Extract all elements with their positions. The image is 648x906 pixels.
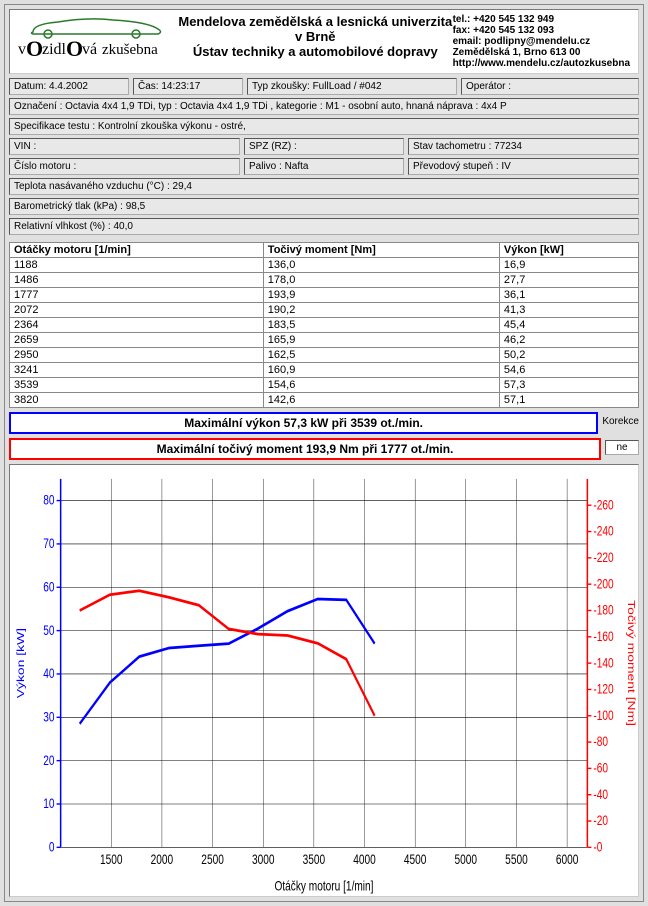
svg-text:20: 20	[43, 752, 54, 768]
svg-text:-220: -220	[593, 549, 613, 565]
svg-text:50: 50	[43, 622, 54, 638]
contact-tel: tel.: +420 545 132 949	[453, 14, 630, 25]
table-row: 3820142,657,1	[10, 393, 639, 408]
svg-text:10: 10	[43, 796, 54, 812]
svg-text:Točivý moment [Nm]: Točivý moment [Nm]	[625, 600, 637, 726]
svg-text:-40: -40	[593, 786, 608, 802]
svg-text:4500: 4500	[404, 851, 427, 867]
field-spec: Specifikace testu : Kontrolní zkouška vý…	[9, 118, 639, 135]
field-vin: VIN :	[9, 138, 240, 155]
svg-text:60: 60	[43, 579, 54, 595]
svg-text:-240: -240	[593, 523, 613, 539]
table-row: 1188136,016,9	[10, 258, 639, 273]
field-teplota: Teplota nasávaného vzduchu (°C) : 29,4	[9, 178, 639, 195]
header: v O zidl O vá zkušebna Mendelova zeměděl…	[9, 9, 639, 74]
svg-text:4000: 4000	[353, 851, 376, 867]
svg-text:-60: -60	[593, 760, 608, 776]
svg-text:Otáčky motoru [1/min]: Otáčky motoru [1/min]	[274, 878, 373, 894]
svg-text:2500: 2500	[201, 851, 224, 867]
svg-text:80: 80	[43, 492, 54, 508]
field-spz: SPZ (RZ) :	[244, 138, 404, 155]
svg-text:5500: 5500	[505, 851, 528, 867]
svg-text:2000: 2000	[151, 851, 174, 867]
svg-text:-140: -140	[593, 655, 613, 671]
svg-text:O: O	[26, 36, 43, 61]
table-row: 2950162,550,2	[10, 348, 639, 363]
svg-text:vá: vá	[82, 41, 97, 58]
contact-web: http://www.mendelu.cz/autozkusebna	[453, 58, 630, 69]
svg-text:-20: -20	[593, 813, 608, 829]
logo: v O zidl O vá zkušebna	[18, 14, 178, 69]
table-row: 2364183,545,4	[10, 318, 639, 333]
field-oznaceni: Označení : Octavia 4x4 1,9 TDi, typ : Oc…	[9, 98, 639, 115]
svg-text:40: 40	[43, 666, 54, 682]
korekce-label: Korekce	[602, 416, 639, 427]
svg-text:0: 0	[49, 839, 55, 855]
field-vlhkost: Relativní vlhkost (%) : 40,0	[9, 218, 639, 235]
svg-text:-260: -260	[593, 497, 613, 513]
table-row: 3241160,954,6	[10, 363, 639, 378]
contact-email: email: podlipny@mendelu.cz	[453, 36, 630, 47]
field-cas: Čas: 14:23:17	[133, 78, 243, 95]
korekce-value: ne	[605, 440, 639, 455]
svg-text:5000: 5000	[455, 851, 478, 867]
field-stav: Stav tachometru : 77234	[408, 138, 639, 155]
table-row: 3539154,657,3	[10, 378, 639, 393]
field-prevod: Převodový stupeň : IV	[408, 158, 639, 175]
svg-text:30: 30	[43, 709, 54, 725]
svg-text:v: v	[18, 41, 26, 58]
svg-text:6000: 6000	[556, 851, 579, 867]
table-row: 2659165,946,2	[10, 333, 639, 348]
svg-text:70: 70	[43, 536, 54, 552]
table-row: 2072190,241,3	[10, 303, 639, 318]
table-row: 1486178,027,7	[10, 273, 639, 288]
header-title: Mendelova zemědělská a lesnická univerzi…	[178, 14, 453, 59]
table-row: 1777193,936,1	[10, 288, 639, 303]
contact-fax: fax: +420 545 132 093	[453, 25, 630, 36]
data-table: Otáčky motoru [1/min] Točivý moment [Nm]…	[9, 242, 639, 408]
svg-text:-120: -120	[593, 681, 613, 697]
svg-text:3500: 3500	[303, 851, 326, 867]
max-torque-banner: Maximální točivý moment 193,9 Nm při 177…	[9, 438, 601, 460]
svg-text:-160: -160	[593, 628, 613, 644]
report-inner: v O zidl O vá zkušebna Mendelova zeměděl…	[4, 4, 644, 902]
svg-text:-200: -200	[593, 576, 613, 592]
report-container: v O zidl O vá zkušebna Mendelova zeměděl…	[0, 0, 648, 906]
svg-text:-0: -0	[593, 839, 602, 855]
field-typzk: Typ zkoušky: FullLoad / #042	[247, 78, 457, 95]
max-power-banner: Maximální výkon 57,3 kW při 3539 ot./min…	[9, 412, 598, 434]
svg-text:-100: -100	[593, 707, 613, 723]
col-rpm: Otáčky motoru [1/min]	[10, 243, 264, 258]
dyno-chart: 1500 2000 2500 3000 3500 4000 4500 5000 5500 6000…	[9, 464, 639, 897]
svg-text:zkušebna: zkušebna	[102, 42, 158, 58]
col-power: Výkon [kW]	[499, 243, 638, 258]
field-datum: Datum: 4.4.2002	[9, 78, 129, 95]
svg-text:O: O	[66, 36, 83, 61]
university-name: Mendelova zemědělská a lesnická univerzi…	[178, 14, 453, 44]
field-baro: Barometrický tlak (kPa) : 98,5	[9, 198, 639, 215]
svg-text:Výkon [kW]: Výkon [kW]	[15, 628, 27, 698]
field-cislo: Číslo motoru :	[9, 158, 240, 175]
svg-text:-80: -80	[593, 734, 608, 750]
contact-block: tel.: +420 545 132 949 fax: +420 545 132…	[453, 14, 630, 69]
svg-text:3000: 3000	[252, 851, 275, 867]
svg-text:zidl: zidl	[42, 41, 67, 58]
contact-addr: Zemědělská 1, Brno 613 00	[453, 47, 630, 58]
field-palivo: Palivo : Nafta	[244, 158, 404, 175]
svg-text:1500: 1500	[100, 851, 123, 867]
col-torque: Točivý moment [Nm]	[263, 243, 499, 258]
svg-text:-180: -180	[593, 602, 613, 618]
department-name: Ústav techniky a automobilové dopravy	[178, 44, 453, 59]
field-operator: Operátor :	[461, 78, 639, 95]
